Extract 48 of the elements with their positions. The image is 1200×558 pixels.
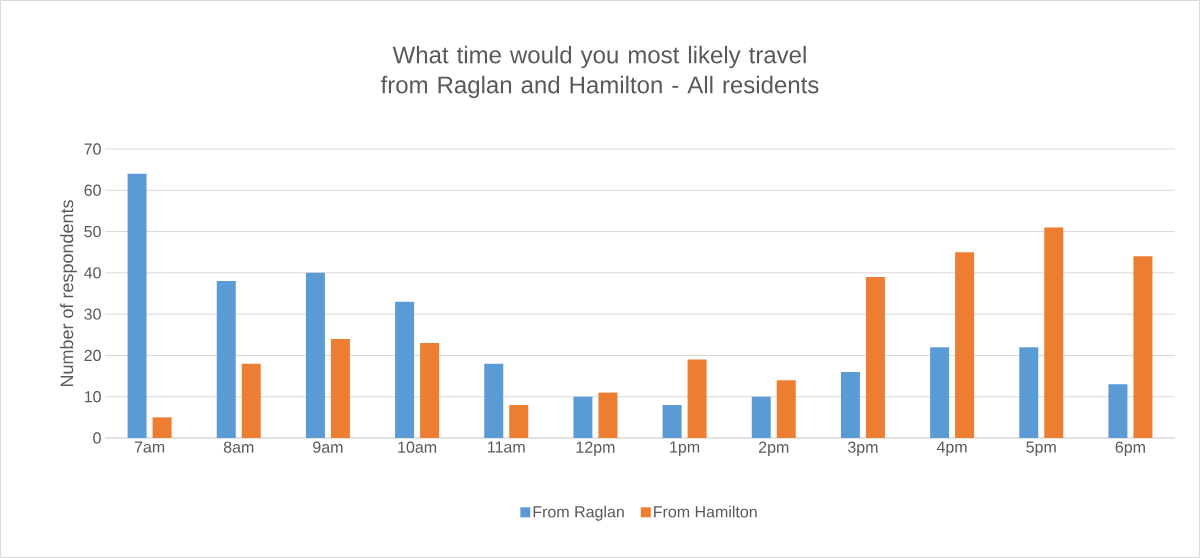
y-tick-label: 70 [84, 143, 101, 155]
bar [662, 404, 682, 438]
bar [687, 359, 707, 438]
chart-title: What time would you most likely travel from Raglan and Hamilton - All residents [380, 45, 819, 99]
bar [1133, 256, 1153, 438]
x-tick-label: 8am [223, 441, 254, 453]
y-tick-label: 10 [84, 391, 101, 403]
y-tick-label: 20 [84, 349, 101, 362]
bar [865, 276, 885, 438]
x-tick-label: 3pm [847, 441, 878, 457]
y-tick-label: 30 [84, 308, 101, 320]
bar [395, 301, 415, 438]
bar [1019, 347, 1039, 438]
x-tick-label: 12pm [576, 441, 615, 457]
legend-label: From Hamilton [654, 505, 757, 518]
bar [127, 173, 147, 438]
bar [420, 343, 440, 438]
bar [573, 396, 593, 438]
bar [598, 392, 618, 438]
bar [751, 396, 771, 438]
x-tick-label: 11am [488, 441, 525, 453]
bar [241, 363, 261, 438]
bar [840, 371, 860, 438]
bar [1044, 227, 1064, 438]
y-tick-label: 40 [84, 267, 101, 279]
y-tick-label: 60 [84, 184, 101, 196]
bar [330, 338, 350, 438]
bar [1108, 384, 1128, 438]
x-tick-label: 1pm [670, 441, 700, 456]
bar [305, 272, 325, 438]
x-tick-label: 5pm [1026, 441, 1056, 456]
x-tick-label: 10am [398, 441, 437, 453]
x-tick-label: 9am [313, 441, 343, 453]
bar [152, 417, 172, 438]
x-tick-label: 6pm [1115, 441, 1145, 457]
x-tick-label: 7am [134, 441, 165, 453]
bar [216, 281, 236, 438]
bar [776, 380, 796, 438]
x-tick-label: 2pm [759, 441, 789, 457]
bar [930, 347, 950, 438]
x-tick-label: 4pm [936, 441, 967, 456]
bar [509, 404, 529, 438]
bar [955, 252, 975, 438]
bar [484, 363, 504, 438]
y-axis-title: Number of respondents [60, 200, 77, 387]
y-tick-label: 0 [93, 432, 101, 444]
y-tick-label: 50 [84, 225, 101, 238]
legend-label: From Raglan [533, 505, 624, 521]
